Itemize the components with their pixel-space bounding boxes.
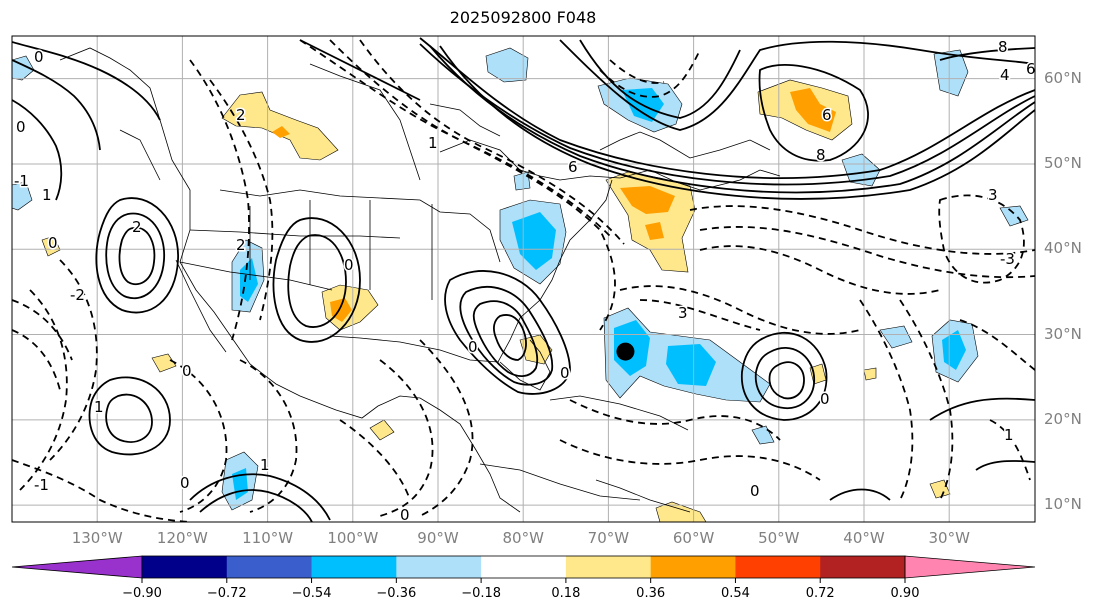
lon-label: 60°W	[672, 529, 715, 547]
contour-label: 0	[820, 390, 830, 408]
contour-label: 8	[998, 38, 1008, 56]
contour-label: 0	[48, 234, 58, 252]
contour-label: 2	[236, 236, 246, 254]
lat-lon-grid	[12, 36, 1035, 522]
contour-label: 0	[468, 338, 478, 356]
lat-label: 30°N	[1044, 324, 1082, 343]
colorbar-segment	[142, 556, 228, 578]
colorbar-tick-label: 0.36	[636, 586, 666, 601]
contour-label: 0	[34, 48, 44, 66]
lon-label: 130°W	[71, 529, 123, 547]
lat-label: 10°N	[1044, 495, 1082, 514]
colorbar-tick-label: −0.72	[206, 586, 247, 601]
contour-label: 1	[428, 134, 438, 152]
lon-label: 100°W	[327, 529, 379, 547]
contour-label: 8	[816, 146, 826, 164]
colorbar-tick-label: −0.54	[291, 586, 332, 601]
contour-label: 0	[16, 118, 26, 136]
map-title: 2025092800 F048	[449, 8, 597, 27]
colorbar-tick-label: 0.18	[551, 586, 581, 601]
lon-label: 70°W	[587, 529, 630, 547]
contour-label: 3	[678, 304, 688, 322]
contour-label: 0	[750, 482, 760, 500]
colorbar-segment	[820, 556, 906, 578]
lon-label: 80°W	[502, 529, 544, 547]
shading-positive	[41, 79, 951, 522]
lon-label: 50°W	[758, 529, 800, 547]
colorbar	[11, 555, 1036, 583]
colorbar-segment	[650, 556, 736, 578]
plot-frame	[11, 35, 1036, 523]
contour-label: 6	[822, 106, 832, 124]
shading-negative	[12, 47, 1029, 511]
colorbar-extend-high	[904, 555, 1036, 579]
lon-label: 120°W	[156, 529, 208, 547]
lat-label: 40°N	[1044, 239, 1082, 258]
colorbar-segment	[565, 556, 652, 578]
contour-label: 0	[400, 506, 410, 524]
colorbar-tick-label: −0.90	[122, 586, 162, 601]
contour-label: 4	[1000, 66, 1010, 84]
lon-label: 110°W	[242, 529, 294, 547]
lat-label: 50°N	[1044, 153, 1082, 172]
contour-label: 1	[94, 398, 104, 416]
contour-label: -2	[70, 286, 85, 304]
contour-label: 6	[568, 158, 578, 176]
contours-dashed	[12, 39, 1035, 522]
colorbar-tick-label: 0.72	[805, 586, 835, 601]
contour-label: -1	[14, 172, 29, 190]
contour-label: 6	[1026, 60, 1036, 78]
contour-label: 1	[260, 456, 270, 474]
contour-label: 1	[1004, 426, 1014, 444]
lon-label: 40°W	[843, 529, 885, 547]
colorbar-tick-label: −0.18	[461, 586, 502, 601]
contour-label: 3	[988, 186, 998, 204]
lon-label: 90°W	[417, 529, 459, 547]
contour-label: 2	[132, 218, 142, 236]
lat-label: 60°N	[1044, 68, 1082, 87]
colorbar-tick-label: −0.36	[376, 586, 417, 601]
contour-label: 0	[344, 256, 354, 274]
contour-label: 0	[560, 364, 570, 382]
colorbar-segment	[311, 556, 397, 578]
colorbar-segment	[226, 556, 313, 578]
contour-label: 2	[236, 106, 246, 124]
colorbar-tick-label: 0.54	[720, 586, 750, 601]
colorbar-segment	[396, 556, 482, 578]
contour-label: 0	[180, 474, 190, 492]
colorbar-extend-low	[11, 555, 143, 579]
land-borders	[59, 47, 781, 513]
colorbar-tick-label: 0.90	[890, 586, 920, 601]
lat-label: 20°N	[1044, 409, 1082, 428]
contour-label: 1	[42, 186, 52, 204]
colorbar-segment	[481, 556, 567, 578]
colorbar-segment	[735, 556, 821, 578]
contour-label: -3	[1000, 250, 1015, 268]
contours-solid	[12, 37, 1035, 522]
contour-label: -1	[34, 476, 49, 494]
contour-label: 0	[182, 362, 192, 380]
lon-label: 30°W	[928, 529, 970, 547]
storm-position-marker	[616, 342, 635, 361]
